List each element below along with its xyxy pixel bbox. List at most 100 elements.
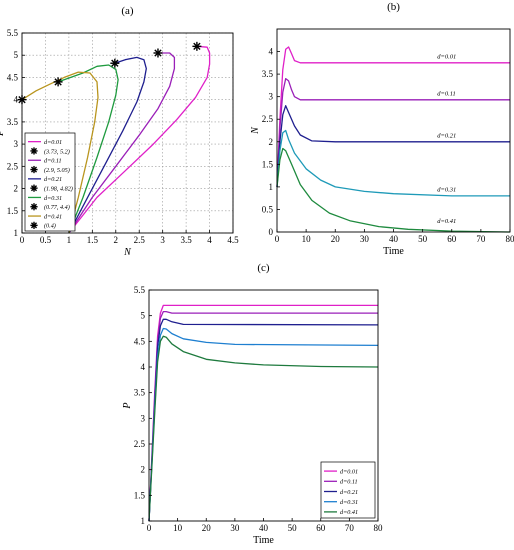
x-axis-label: N	[123, 247, 132, 258]
chart-panel-b: (b) 0 10 20 30 40 50 60 70 80 0 0.5 1 1.5 2 2.5 3 3.5 4 Tim…	[250, 1, 514, 257]
x-tick-label: 80	[374, 523, 384, 533]
x-tick-label: 50	[418, 234, 428, 244]
chart-panel-a: (a) 0 0.5 1 1.5 2 2.5 3 3.5 4 4.5 1 1.5 2 2.5 3 3.5 4 4.5 5…	[0, 5, 239, 258]
y-tick-label: 2	[269, 137, 274, 147]
series-line-d=0.11	[276, 77, 510, 187]
curve-annotation: d=0.31	[437, 186, 456, 193]
legend-label: d=0.41	[340, 509, 358, 516]
x-tick-label: 30	[360, 234, 370, 244]
series-line-d=0.41	[148, 335, 379, 522]
y-tick-label: 2	[14, 184, 19, 194]
legend-label: d=0.21	[44, 176, 62, 183]
x-tick-label: 3.5	[180, 235, 192, 245]
x-tick-label: 0	[275, 234, 280, 244]
series-line-d=0.41	[21, 71, 99, 234]
legend-star-icon-stroke	[30, 203, 38, 210]
x-tick-label: 4.5	[227, 235, 239, 245]
star-marker	[153, 48, 163, 58]
curve-annotation: d=0.41	[437, 218, 456, 225]
series-line-d=0.01	[68, 45, 211, 234]
x-tick-label: 2	[114, 235, 119, 245]
series-line-d=0.11	[68, 52, 176, 234]
x-tick-label: 30	[230, 523, 240, 533]
y-tick-label: 5.5	[7, 28, 19, 38]
legend-label: (1.98, 4.82)	[44, 185, 73, 192]
y-tick-label: 3.5	[134, 388, 146, 398]
legend-label: d=0.01	[44, 139, 62, 146]
x-tick-label: 60	[316, 523, 326, 533]
y-axis-label: N	[250, 126, 261, 135]
star-marker-stroke	[193, 42, 201, 51]
legend-star-icon-stroke	[30, 166, 38, 173]
x-tick-label: 1	[67, 235, 72, 245]
x-tick-label: 70	[476, 234, 486, 244]
y-tick-label: 2.5	[134, 439, 146, 449]
legend-label: d=0.11	[44, 158, 62, 165]
x-tick-label: 2.5	[134, 235, 146, 245]
x-tick-label: 40	[389, 234, 399, 244]
series-line-d=0.21	[68, 56, 147, 234]
y-tick-label: 1	[269, 182, 274, 192]
legend-label: (2.9, 5.05)	[44, 167, 70, 174]
y-tick-label: 4.5	[134, 336, 146, 346]
legend: d=0.01 d=0.11 d=0.21 d=0.31 d=0.41	[320, 461, 376, 519]
y-tick-label: 4	[141, 362, 146, 372]
x-tick-label: 0	[20, 235, 25, 245]
x-tick-label: 20	[202, 523, 212, 533]
y-tick-label: 5	[14, 50, 19, 60]
legend-label: d=0.41	[44, 213, 62, 220]
legend-label: (0.4)	[44, 223, 56, 230]
x-tick-label: 4	[207, 235, 212, 245]
chart-panel-c: (c) 0 10 20 30 40 50 60 70 80 1 1.5 2 2.5 3 3.5 4 4.5 5 5.5…	[122, 262, 383, 546]
x-axis-label: Time	[383, 246, 404, 257]
y-axis-label: P	[122, 402, 133, 409]
curve-annotation: d=0.21	[437, 132, 456, 139]
y-tick-label: 2	[141, 465, 146, 475]
legend-label: d=0.21	[340, 489, 358, 496]
y-tick-label: 3	[14, 139, 19, 149]
panel-label: (a)	[121, 5, 134, 17]
y-tick-label: 1.5	[134, 490, 146, 500]
y-tick-label: 5.5	[134, 285, 146, 295]
legend-label: d=0.01	[340, 468, 358, 475]
series-line-d=0.01	[276, 46, 510, 187]
x-tick-label: 0	[147, 523, 152, 533]
x-tick-label: 10	[173, 523, 183, 533]
series-line-d=0.31	[57, 64, 119, 234]
legend-label: d=0.31	[340, 499, 358, 506]
legend: d=0.01 (3.73, 5.2) d=0.11 (2.9, 5.05) d=0.21…	[24, 132, 76, 232]
curve-annotation: d=0.01	[437, 53, 456, 60]
legend-star-icon-stroke	[30, 147, 38, 154]
y-tick-label: 3	[269, 92, 274, 102]
x-axis-label: Time	[253, 535, 274, 546]
series-line-d=0.31	[276, 129, 510, 197]
y-tick-label: 2.5	[7, 161, 19, 171]
y-axis-label: P	[0, 130, 6, 137]
x-tick-label: 50	[288, 523, 298, 533]
y-tick-label: 1	[141, 516, 146, 526]
panel-label: (b)	[387, 1, 400, 13]
y-tick-label: 4.5	[7, 72, 19, 82]
x-tick-label: 40	[259, 523, 269, 533]
y-tick-label: 3.5	[7, 117, 19, 127]
series-line-d=0.41	[276, 147, 511, 233]
x-tick-label: 10	[302, 234, 312, 244]
y-tick-label: 1.5	[262, 159, 274, 169]
y-tick-label: 4	[14, 95, 19, 105]
y-tick-label: 3.5	[262, 69, 274, 79]
x-tick-label: 1.5	[87, 235, 99, 245]
plot-frame	[21, 32, 234, 234]
legend-label: d=0.31	[44, 195, 62, 202]
legend-star-icon-stroke	[30, 222, 38, 229]
series-line-d=0.21	[276, 105, 510, 187]
y-tick-label: 1.5	[7, 206, 19, 216]
legend-label: (3.73, 5.2)	[44, 148, 70, 155]
curve-annotation: d=0.11	[437, 90, 456, 97]
star-marker-stroke	[54, 78, 62, 86]
y-tick-label: 1	[14, 228, 19, 238]
star-marker-stroke	[154, 49, 162, 57]
star-marker	[192, 41, 202, 51]
y-tick-label: 0	[269, 227, 274, 237]
x-tick-label: 3	[160, 235, 165, 245]
